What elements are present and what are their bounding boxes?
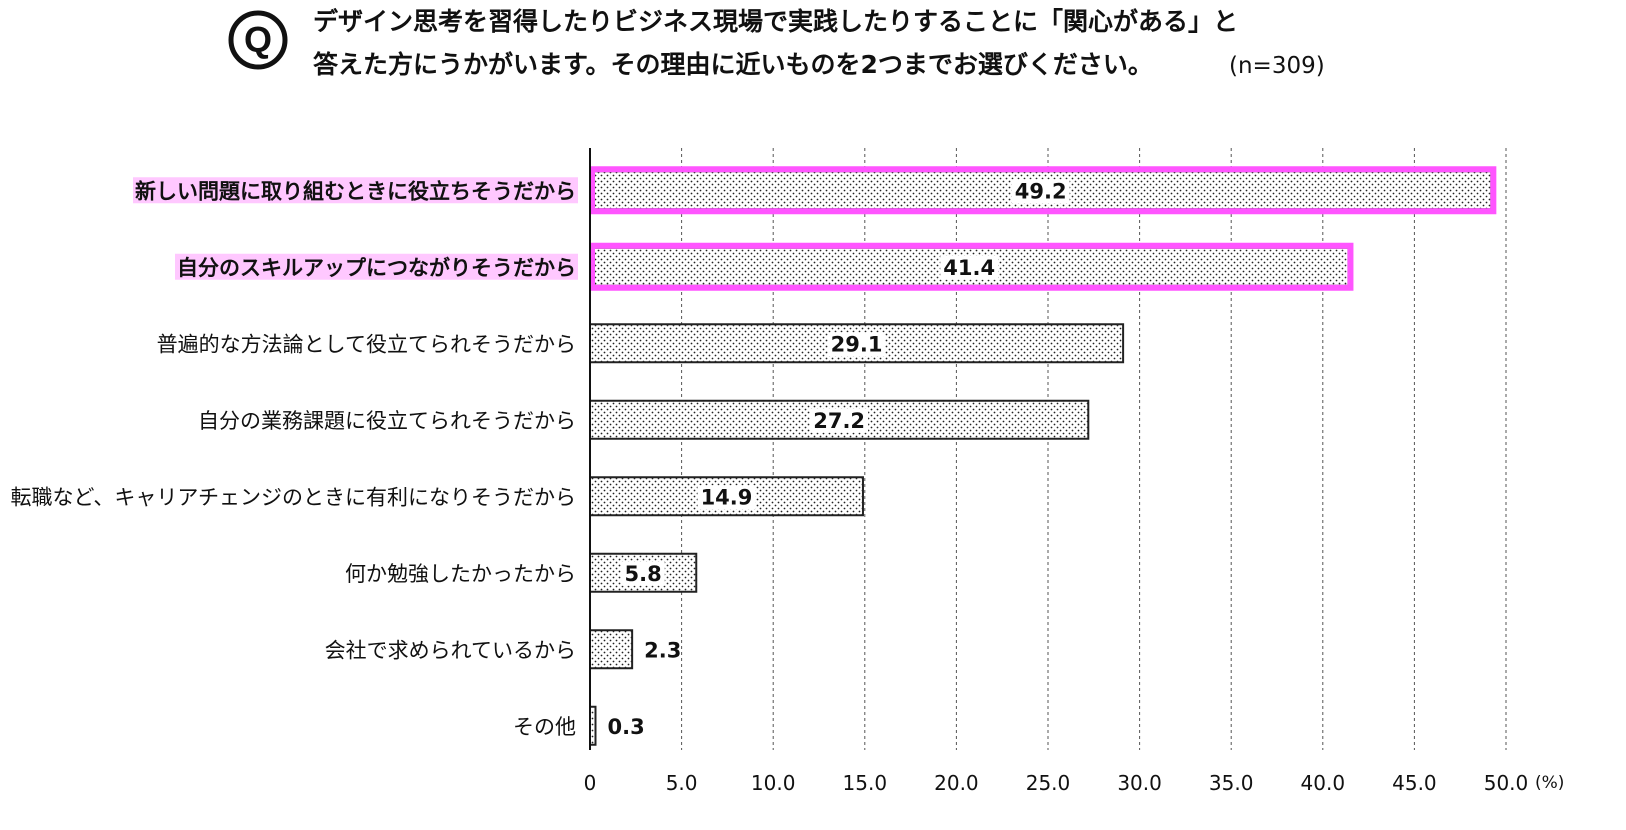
category-label: 自分の業務課題に役立てられそうだから bbox=[198, 409, 576, 433]
value-label: 0.3 bbox=[607, 715, 644, 739]
x-tick-label: 5.0 bbox=[666, 771, 698, 795]
category-label: 普遍的な方法論として役立てられそうだから bbox=[157, 332, 576, 356]
value-label-bg bbox=[621, 561, 665, 586]
value-label: 27.2 bbox=[813, 409, 865, 433]
category-label: 転職など、キャリアチェンジのときに有利になりそうだから bbox=[10, 485, 576, 509]
x-tick-label: 0 bbox=[584, 771, 597, 795]
value-label: 14.9 bbox=[701, 485, 753, 509]
category-label: 会社で求められているから bbox=[325, 638, 576, 662]
question-icon bbox=[228, 10, 288, 70]
x-axis-unit: (%) bbox=[1535, 773, 1564, 793]
category-label: 自分のスキルアップにつながりそうだから bbox=[177, 256, 576, 280]
x-tick-label: 45.0 bbox=[1392, 771, 1437, 795]
value-labels: 49.2 41.4 29.1 27.2 14.9 5.8 2.3 0.3 bbox=[607, 179, 1070, 739]
value-label: 41.4 bbox=[943, 256, 995, 280]
question-header: Q デザイン思考を習得したりビジネス現場で実践したりすることに「関心がある」と … bbox=[228, 7, 1325, 79]
x-tick-label: 15.0 bbox=[843, 771, 888, 795]
question-icon-letter: Q bbox=[244, 19, 272, 60]
bar-highlight-frame bbox=[589, 242, 1354, 291]
x-tick-label: 35.0 bbox=[1209, 771, 1254, 795]
bar-highlight-frame bbox=[589, 166, 1497, 215]
x-tick-label: 25.0 bbox=[1026, 771, 1071, 795]
category-highlights bbox=[133, 177, 578, 280]
category-label: 新しい問題に取り組むときに役立ちそうだから bbox=[135, 179, 576, 203]
x-axis-ticks: 0 5.0 10.0 15.0 20.0 25.0 30.0 35.0 40.0 45.0 50.0 bbox=[584, 771, 1529, 795]
category-highlight bbox=[133, 177, 578, 204]
x-tick-label: 50.0 bbox=[1484, 771, 1529, 795]
value-label-bg bbox=[940, 255, 999, 280]
value-label: 29.1 bbox=[831, 332, 883, 356]
category-highlight bbox=[175, 253, 578, 280]
value-label-bg bbox=[810, 408, 869, 433]
x-tick-label: 10.0 bbox=[751, 771, 796, 795]
question-line-1: デザイン思考を習得したりビジネス現場で実践したりすることに「関心がある」と bbox=[313, 7, 1238, 36]
category-label: 何か勉強したかったから bbox=[345, 562, 576, 586]
question-line-2: 答えた方にうかがいます。その理由に近いものを2つまでお選びください。 bbox=[313, 50, 1153, 79]
value-label-bg bbox=[697, 485, 756, 510]
x-tick-label: 30.0 bbox=[1117, 771, 1162, 795]
value-label: 2.3 bbox=[644, 638, 681, 662]
bars bbox=[589, 166, 1497, 746]
x-tick-label: 20.0 bbox=[934, 771, 979, 795]
x-tick-label: 40.0 bbox=[1301, 771, 1346, 795]
value-label-bg bbox=[1011, 179, 1070, 204]
grid bbox=[681, 148, 1507, 750]
sample-size: (n=309) bbox=[1229, 53, 1325, 79]
category-label: その他 bbox=[513, 715, 576, 739]
category-labels: 新しい問題に取り組むときに役立ちそうだから自分のスキルアップにつながりそうだから… bbox=[10, 179, 576, 739]
value-label: 5.8 bbox=[625, 562, 662, 586]
bar bbox=[589, 629, 634, 670]
value-label: 49.2 bbox=[1015, 179, 1067, 203]
value-label-bg bbox=[827, 332, 886, 357]
